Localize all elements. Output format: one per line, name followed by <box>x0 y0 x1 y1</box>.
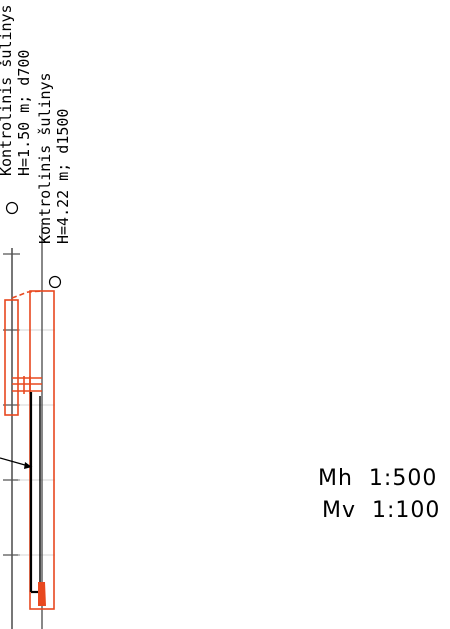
well-2-spec: H=4.22 m; d1500 <box>54 109 72 244</box>
dashed-connection <box>11 290 43 299</box>
well-1-spec: H=1.50 m; d700 <box>15 50 33 176</box>
pipe-line <box>29 392 41 594</box>
horizontal-scale: Mh 1:500 <box>318 466 437 491</box>
well-symbol-1 <box>5 201 19 215</box>
well-symbol-2 <box>48 275 62 289</box>
well-2-label: Kontrolinis šulinys H=4.22 m; d1500 <box>36 72 72 244</box>
well-2-name: Kontrolinis šulinys <box>36 72 54 244</box>
outlet-marker <box>38 582 46 606</box>
well-1-label: Kontrolinis šulinys H=1.50 m; d700 <box>0 4 33 176</box>
scale-block: Mh 1:500 Mv 1:100 <box>318 466 440 523</box>
well-1-body <box>4 299 19 416</box>
well-1-name: Kontrolinis šulinys <box>0 4 15 176</box>
leader-arrow <box>0 457 33 469</box>
grid <box>18 329 55 556</box>
vertical-axis <box>3 248 20 629</box>
vertical-scale: Mv 1:100 <box>322 498 440 523</box>
